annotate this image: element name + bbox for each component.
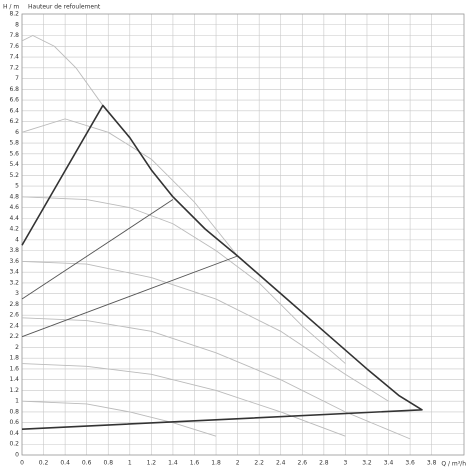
- y-tick-label: 6.2: [9, 118, 19, 125]
- curve: [21, 199, 174, 300]
- y-tick-label: 2.4: [9, 322, 19, 329]
- curve: [21, 35, 104, 106]
- y-tick-label: 1.2: [9, 387, 19, 394]
- y-tick-label: 1.8: [9, 355, 19, 362]
- x-tick-label: 0.2: [39, 460, 49, 467]
- y-tick-label: 6.8: [9, 86, 19, 93]
- y-tick-label: 0.8: [9, 408, 19, 415]
- x-tick-label: 3.2: [362, 460, 372, 467]
- x-tick-label: 2: [236, 460, 240, 467]
- x-tick-label: 2.4: [276, 460, 286, 467]
- y-tick-label: 1.6: [9, 365, 19, 372]
- y-tick-label: 6.4: [9, 107, 19, 114]
- y-tick-label: 5.4: [9, 161, 19, 168]
- x-tick-label: 0.8: [103, 460, 113, 467]
- x-tick-label: 2.2: [254, 460, 264, 467]
- curve: [21, 260, 389, 402]
- y-tick-label: 0: [15, 452, 19, 459]
- y-tick-label: 2.6: [9, 312, 19, 319]
- y-tick-label: 0.4: [9, 430, 19, 437]
- curve: [21, 363, 346, 437]
- x-tick-label: 1.2: [147, 460, 157, 467]
- x-tick-label: 3: [344, 460, 348, 467]
- y-tick-label: 3.8: [9, 247, 19, 254]
- y-tick-label: 3.6: [9, 258, 19, 265]
- y-tick-label: 1.4: [9, 376, 19, 383]
- y-tick-label: 4.6: [9, 204, 19, 211]
- y-tick-label: 7.4: [9, 54, 19, 61]
- y-tick-label: 5.2: [9, 172, 19, 179]
- x-tick-label: 3.8: [427, 460, 437, 467]
- y-tick-label: 2.8: [9, 301, 19, 308]
- y-tick-label: 5.6: [9, 150, 19, 157]
- y-tick-label: 0.6: [9, 419, 19, 426]
- x-tick-label: 2.6: [298, 460, 308, 467]
- y-tick-label: 6.6: [9, 97, 19, 104]
- y-tick-label: 2.2: [9, 333, 19, 340]
- y-axis-label: H / m: [3, 4, 19, 11]
- y-axis-subtitle: Hauteur de refoulement: [28, 4, 101, 11]
- x-tick-label: 1.4: [168, 460, 178, 467]
- y-tick-label: 4: [15, 236, 19, 243]
- curve: [21, 118, 238, 257]
- y-tick-label: 3.2: [9, 279, 19, 286]
- x-tick-label: 1.6: [190, 460, 200, 467]
- x-axis-label: Q / m³/h: [441, 461, 466, 468]
- curve: [21, 400, 217, 437]
- x-tick-label: 3.4: [384, 460, 394, 467]
- y-tick-label: 8.2: [9, 11, 19, 18]
- x-tick-label: 0: [20, 460, 24, 467]
- curve: [21, 104, 423, 430]
- curve: [21, 196, 346, 364]
- y-tick-label: 7: [15, 75, 19, 82]
- x-tick-label: 3.6: [405, 460, 415, 467]
- y-tick-label: 1: [15, 398, 19, 405]
- y-tick-label: 7.8: [9, 32, 19, 39]
- x-tick-label: 0.4: [60, 460, 70, 467]
- y-tick-label: 5.8: [9, 140, 19, 147]
- x-tick-label: 0.6: [82, 460, 92, 467]
- plot-frame: [21, 13, 465, 456]
- x-tick-label: 2.8: [319, 460, 329, 467]
- y-tick-label: 4.4: [9, 215, 19, 222]
- y-tick-label: 3.4: [9, 269, 19, 276]
- y-tick-label: 3: [15, 290, 19, 297]
- y-tick-label: 4.8: [9, 193, 19, 200]
- y-tick-label: 0.2: [9, 441, 19, 448]
- x-tick-label: 1.8: [211, 460, 221, 467]
- x-tick-label: 1: [128, 460, 132, 467]
- y-tick-label: 2: [15, 344, 19, 351]
- y-tick-label: 7.2: [9, 64, 19, 71]
- y-tick-label: 6: [15, 129, 19, 136]
- y-tick-label: 5: [15, 183, 19, 190]
- y-tick-label: 7.6: [9, 43, 19, 50]
- curve: [21, 255, 238, 338]
- curve: [21, 317, 411, 440]
- y-tick-label: 8: [15, 21, 19, 28]
- y-tick-label: 4.2: [9, 226, 19, 233]
